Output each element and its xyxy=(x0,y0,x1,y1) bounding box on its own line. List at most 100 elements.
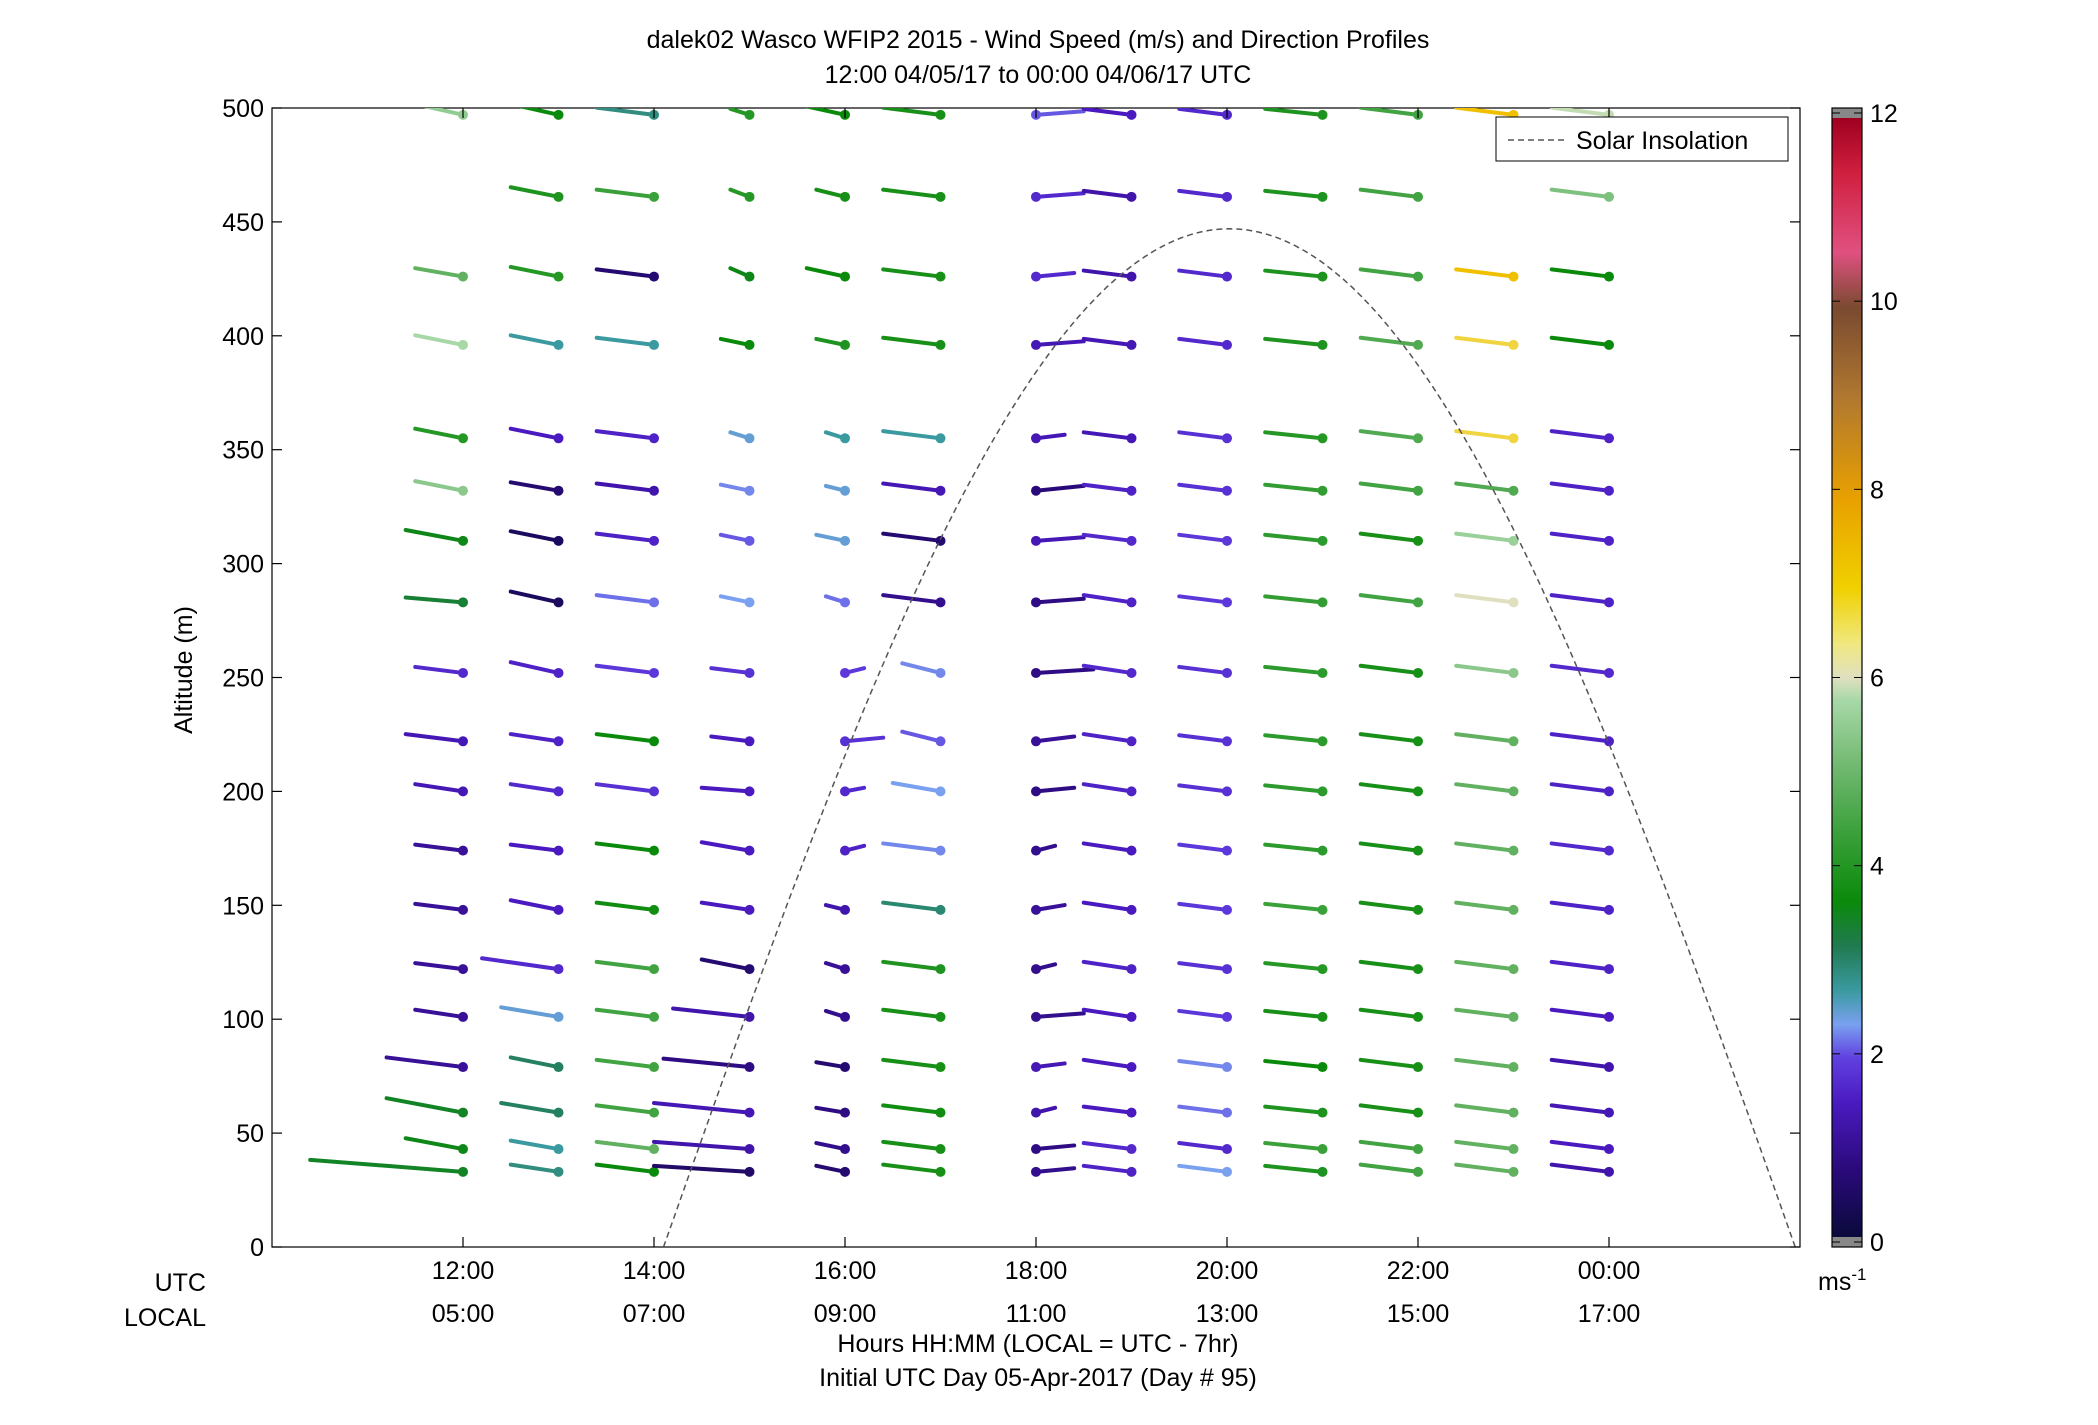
wind-barb xyxy=(1263,268,1325,279)
colorbar-unit: ms-1 xyxy=(1818,1265,1866,1296)
wind-barb-dot xyxy=(1604,786,1614,797)
wind-barb xyxy=(508,185,561,199)
wind-barb xyxy=(1263,733,1325,744)
wind-barb-dot xyxy=(458,904,468,915)
wind-barb-dot xyxy=(1317,485,1328,496)
wind-barb xyxy=(1081,482,1134,493)
wind-barb xyxy=(1177,842,1229,853)
wind-barb-dot xyxy=(1031,845,1041,856)
y-tick-label: 250 xyxy=(222,665,264,693)
wind-barb-dot xyxy=(1604,964,1614,975)
wind-barb-dot xyxy=(1317,786,1328,797)
wind-barb-dot xyxy=(553,109,564,120)
wind-barb xyxy=(508,660,561,675)
wind-barb xyxy=(403,595,465,605)
wind-barb-dot xyxy=(840,964,850,975)
wind-barb-dot xyxy=(1222,845,1232,856)
wind-barb-dot xyxy=(744,271,755,282)
wind-barb-dot xyxy=(1031,271,1041,282)
wind-barb xyxy=(1034,339,1086,347)
wind-barb-dot xyxy=(1222,597,1232,608)
wind-barb xyxy=(1263,664,1325,675)
wind-barb xyxy=(413,266,465,279)
chart-title: dalek02 Wasco WFIP2 2015 - Wind Speed (m… xyxy=(647,26,1430,54)
wind-barb-dot xyxy=(1413,1166,1423,1177)
wind-barb xyxy=(1263,1059,1325,1070)
wind-barb-dot xyxy=(744,191,755,202)
wind-barb-dot xyxy=(1508,667,1519,678)
wind-barb-dot xyxy=(1126,904,1137,915)
wind-barb-dot xyxy=(458,1166,468,1177)
utc-row-label: UTC xyxy=(155,1269,206,1297)
wind-barb-dot xyxy=(1126,845,1137,856)
wind-barb-dot xyxy=(1031,667,1041,678)
wind-barb-dot xyxy=(840,1011,850,1022)
wind-barb xyxy=(1358,187,1420,199)
wind-barb-dot xyxy=(553,736,564,747)
y-tick-label: 50 xyxy=(236,1120,264,1148)
wind-barb xyxy=(881,429,943,441)
wind-barb xyxy=(1081,593,1134,605)
wind-barb xyxy=(1263,594,1325,605)
wind-barb xyxy=(699,785,752,794)
wind-barb xyxy=(413,782,465,794)
wind-barb-dot xyxy=(1413,339,1423,350)
wind-barb xyxy=(1454,335,1516,347)
wind-barb xyxy=(1177,1008,1229,1019)
wind-barb-dot xyxy=(744,1062,755,1073)
wind-barb xyxy=(1549,108,1611,117)
wind-barb-dot xyxy=(1604,271,1614,282)
wind-barb xyxy=(1034,535,1086,543)
legend: Solar Insolation xyxy=(1495,116,1789,162)
wind-barb-dot xyxy=(1222,904,1232,915)
wind-barb-dot xyxy=(744,339,755,350)
wind-barb-dot xyxy=(935,339,946,350)
wind-barb xyxy=(1081,430,1134,441)
wind-barb xyxy=(1177,1104,1229,1115)
wind-barb xyxy=(804,266,847,279)
wind-barb-dot xyxy=(935,433,946,444)
wind-barb-dot xyxy=(1126,736,1137,747)
wind-barb-dot xyxy=(1031,433,1041,444)
wind-barb xyxy=(881,1007,943,1019)
wind-barb-dot xyxy=(1317,109,1328,120)
wind-barb-dot xyxy=(649,1107,659,1118)
wind-barb xyxy=(1454,782,1516,794)
wind-barb-dot xyxy=(935,1166,946,1177)
wind-barb-dot xyxy=(458,433,468,444)
wind-barb xyxy=(699,900,752,912)
wind-barb xyxy=(881,959,943,972)
wind-barb-dot xyxy=(1604,433,1614,444)
wind-barb xyxy=(1549,1057,1611,1070)
wind-barb-dot xyxy=(1222,485,1232,496)
y-axis-label: Altitude (m) xyxy=(170,606,198,734)
x-tick-label-utc: 14:00 xyxy=(623,1257,686,1285)
wind-barb xyxy=(1081,1007,1134,1019)
wind-barb-dot xyxy=(1413,736,1423,747)
wind-barb-dot xyxy=(649,191,659,202)
wind-barb xyxy=(1034,109,1086,117)
solar-insolation-curve xyxy=(662,227,1796,1248)
wind-barb xyxy=(508,589,561,605)
wind-barb-dot xyxy=(649,964,659,975)
wind-barb-dot xyxy=(1222,667,1232,678)
wind-barb-dot xyxy=(1317,271,1328,282)
wind-barb-dot xyxy=(935,667,946,678)
wind-barb xyxy=(1358,335,1420,347)
wind-barb xyxy=(1177,108,1229,117)
wind-barb xyxy=(1081,336,1134,347)
wind-barb-dot xyxy=(935,1062,946,1073)
wind-barb xyxy=(508,1055,561,1070)
wind-barb-dot xyxy=(1317,1144,1328,1155)
wind-barb-dot xyxy=(1222,1166,1232,1177)
wind-barb-dot xyxy=(649,667,659,678)
wind-barb xyxy=(1034,1011,1086,1019)
wind-barb xyxy=(413,1007,465,1019)
wind-barb-dot xyxy=(1508,1107,1519,1118)
wind-barb-dot xyxy=(1604,191,1614,202)
wind-barb-dot xyxy=(649,845,659,856)
wind-barb xyxy=(699,957,752,972)
wind-barb-dot xyxy=(935,109,946,120)
wind-barb-dot xyxy=(1508,904,1519,915)
wind-barb-dot xyxy=(1508,271,1519,282)
